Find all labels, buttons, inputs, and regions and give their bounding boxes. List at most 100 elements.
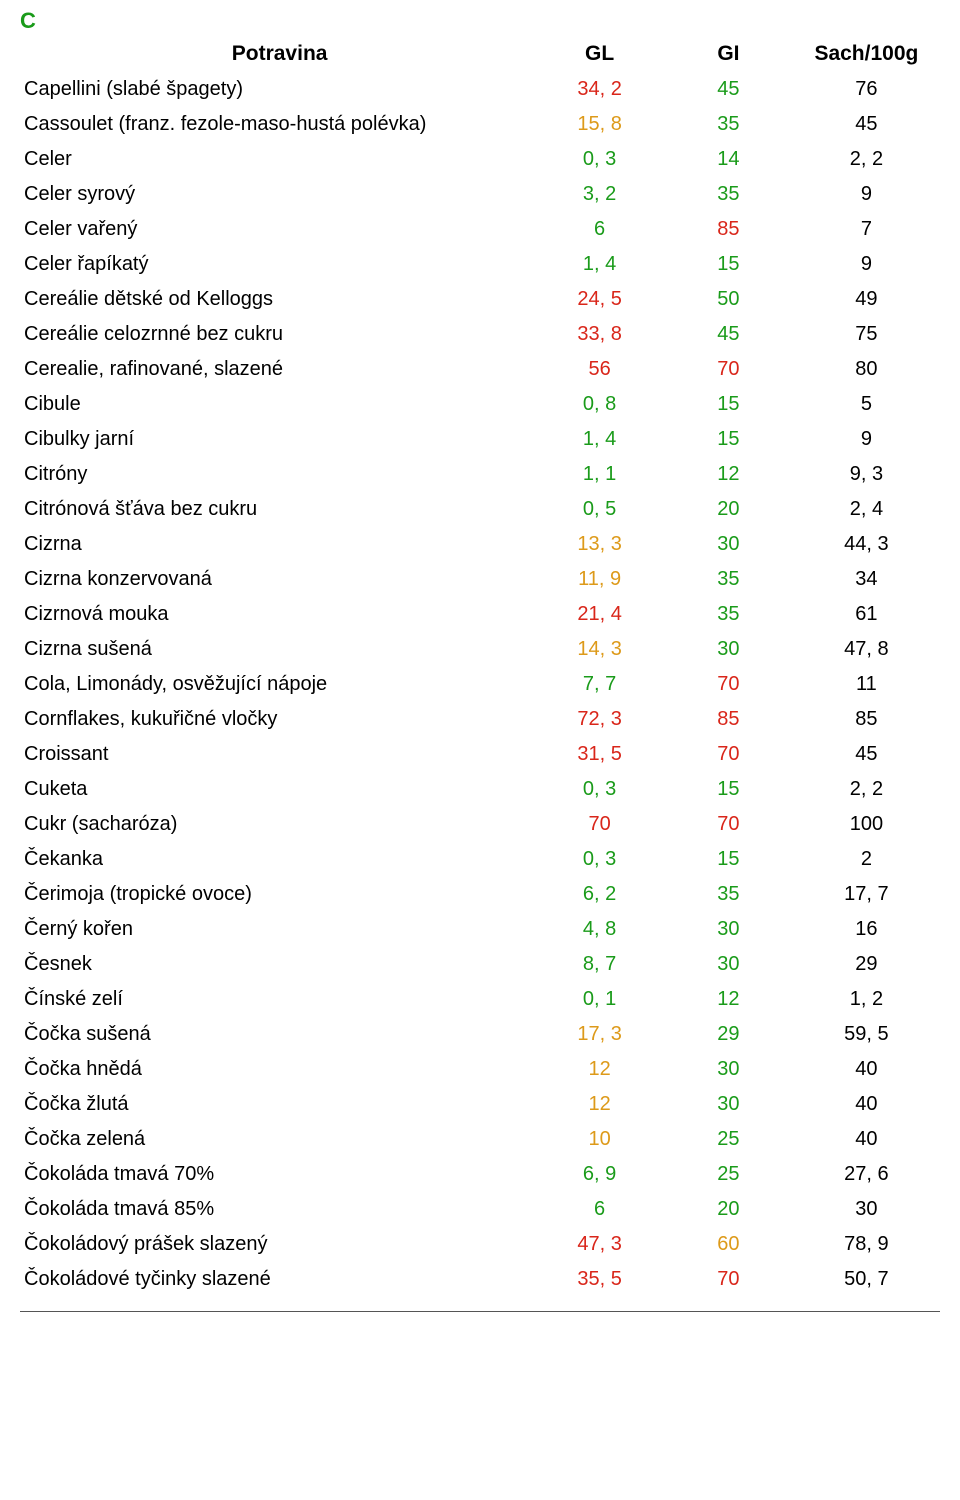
gl-value: 47, 3: [535, 1227, 664, 1262]
sach-value: 2, 2: [793, 142, 940, 177]
table-row: Cereálie celozrnné bez cukru33, 84575: [20, 317, 940, 352]
header-gl: GL: [535, 36, 664, 72]
table-row: Cizrna konzervovaná11, 93534: [20, 562, 940, 597]
food-name: Cizrnová mouka: [20, 597, 535, 632]
food-name: Čokoládové tyčinky slazené: [20, 1262, 535, 1297]
table-row: Cizrna sušená14, 33047, 8: [20, 632, 940, 667]
gl-value: 0, 1: [535, 982, 664, 1017]
table-row: Citrónová šťáva bez cukru0, 5202, 4: [20, 492, 940, 527]
sach-value: 29: [793, 947, 940, 982]
food-name: Cizrna konzervovaná: [20, 562, 535, 597]
food-table: Potravina GL GI Sach/100g Capellini (sla…: [20, 36, 940, 1297]
gi-value: 29: [664, 1017, 793, 1052]
gl-value: 7, 7: [535, 667, 664, 702]
gl-value: 35, 5: [535, 1262, 664, 1297]
table-row: Celer vařený6857: [20, 212, 940, 247]
gi-value: 14: [664, 142, 793, 177]
gi-value: 30: [664, 1087, 793, 1122]
table-row: Čokoláda tmavá 85%62030: [20, 1192, 940, 1227]
gi-value: 25: [664, 1157, 793, 1192]
food-name: Cola, Limonády, osvěžující nápoje: [20, 667, 535, 702]
table-row: Celer0, 3142, 2: [20, 142, 940, 177]
gl-value: 4, 8: [535, 912, 664, 947]
food-name: Cibulky jarní: [20, 422, 535, 457]
gi-value: 30: [664, 632, 793, 667]
sach-value: 45: [793, 737, 940, 772]
gl-value: 12: [535, 1087, 664, 1122]
food-name: Čokoláda tmavá 70%: [20, 1157, 535, 1192]
header-gi: GI: [664, 36, 793, 72]
food-name: Čokoládový prášek slazený: [20, 1227, 535, 1262]
sach-value: 9, 3: [793, 457, 940, 492]
gi-value: 60: [664, 1227, 793, 1262]
gi-value: 70: [664, 352, 793, 387]
food-name: Cukr (sacharóza): [20, 807, 535, 842]
gi-value: 35: [664, 877, 793, 912]
food-name: Cereálie celozrnné bez cukru: [20, 317, 535, 352]
table-row: Čočka sušená17, 32959, 5: [20, 1017, 940, 1052]
sach-value: 49: [793, 282, 940, 317]
gl-value: 21, 4: [535, 597, 664, 632]
table-row: Čínské zelí0, 1121, 2: [20, 982, 940, 1017]
sach-value: 47, 8: [793, 632, 940, 667]
gl-value: 0, 3: [535, 142, 664, 177]
sach-value: 1, 2: [793, 982, 940, 1017]
table-row: Čokoládový prášek slazený47, 36078, 9: [20, 1227, 940, 1262]
table-row: Celer syrový3, 2359: [20, 177, 940, 212]
food-name: Čočka sušená: [20, 1017, 535, 1052]
gi-value: 15: [664, 842, 793, 877]
sach-value: 16: [793, 912, 940, 947]
sach-value: 40: [793, 1122, 940, 1157]
table-row: Croissant31, 57045: [20, 737, 940, 772]
food-name: Celer řapíkatý: [20, 247, 535, 282]
gl-value: 31, 5: [535, 737, 664, 772]
table-row: Cereálie dětské od Kelloggs24, 55049: [20, 282, 940, 317]
gi-value: 30: [664, 947, 793, 982]
gl-value: 34, 2: [535, 72, 664, 107]
sach-value: 5: [793, 387, 940, 422]
food-name: Croissant: [20, 737, 535, 772]
gi-value: 15: [664, 247, 793, 282]
gl-value: 56: [535, 352, 664, 387]
table-row: Cukr (sacharóza)7070100: [20, 807, 940, 842]
sach-value: 85: [793, 702, 940, 737]
table-row: Cornflakes, kukuřičné vločky72, 38585: [20, 702, 940, 737]
food-name: Cerealie, rafinované, slazené: [20, 352, 535, 387]
table-row: Cizrnová mouka21, 43561: [20, 597, 940, 632]
gi-value: 50: [664, 282, 793, 317]
table-row: Čočka zelená102540: [20, 1122, 940, 1157]
food-name: Cornflakes, kukuřičné vločky: [20, 702, 535, 737]
gl-value: 0, 3: [535, 842, 664, 877]
section-letter: C: [20, 8, 940, 34]
gl-value: 13, 3: [535, 527, 664, 562]
gl-value: 0, 8: [535, 387, 664, 422]
gi-value: 25: [664, 1122, 793, 1157]
table-row: Čokoládové tyčinky slazené35, 57050, 7: [20, 1262, 940, 1297]
gi-value: 45: [664, 72, 793, 107]
gl-value: 6, 2: [535, 877, 664, 912]
gi-value: 15: [664, 387, 793, 422]
food-name: Citrónová šťáva bez cukru: [20, 492, 535, 527]
food-name: Capellini (slabé špagety): [20, 72, 535, 107]
table-row: Čokoláda tmavá 70%6, 92527, 6: [20, 1157, 940, 1192]
table-row: Cuketa0, 3152, 2: [20, 772, 940, 807]
gi-value: 70: [664, 737, 793, 772]
table-row: Černý kořen4, 83016: [20, 912, 940, 947]
sach-value: 80: [793, 352, 940, 387]
gi-value: 35: [664, 107, 793, 142]
food-name: Celer vařený: [20, 212, 535, 247]
food-name: Čokoláda tmavá 85%: [20, 1192, 535, 1227]
food-name: Cereálie dětské od Kelloggs: [20, 282, 535, 317]
gi-value: 15: [664, 772, 793, 807]
food-name: Cizrna: [20, 527, 535, 562]
table-header-row: Potravina GL GI Sach/100g: [20, 36, 940, 72]
sach-value: 7: [793, 212, 940, 247]
header-sach: Sach/100g: [793, 36, 940, 72]
food-name: Cizrna sušená: [20, 632, 535, 667]
sach-value: 76: [793, 72, 940, 107]
sach-value: 75: [793, 317, 940, 352]
food-name: Cuketa: [20, 772, 535, 807]
sach-value: 100: [793, 807, 940, 842]
gi-value: 35: [664, 562, 793, 597]
gl-value: 1, 1: [535, 457, 664, 492]
